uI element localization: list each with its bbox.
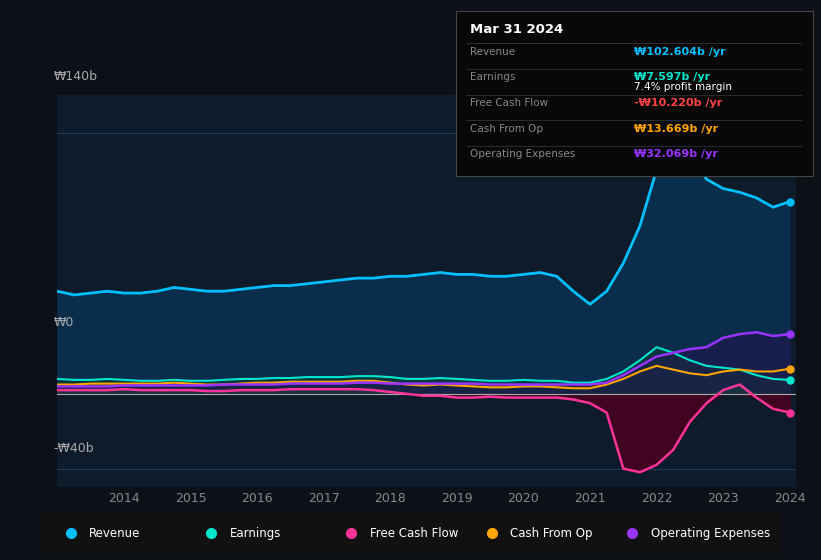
Text: Free Cash Flow: Free Cash Flow: [370, 527, 458, 540]
Text: ₩32.069b /yr: ₩32.069b /yr: [635, 149, 718, 159]
Text: ₩102.604b /yr: ₩102.604b /yr: [635, 46, 726, 57]
Text: Operating Expenses: Operating Expenses: [651, 527, 770, 540]
Text: -₩40b: -₩40b: [54, 441, 94, 455]
Text: Earnings: Earnings: [230, 527, 281, 540]
Text: Free Cash Flow: Free Cash Flow: [470, 98, 548, 108]
Text: Cash From Op: Cash From Op: [511, 527, 593, 540]
Text: Mar 31 2024: Mar 31 2024: [470, 23, 563, 36]
Text: ₩140b: ₩140b: [54, 71, 98, 83]
Text: 7.4% profit margin: 7.4% profit margin: [635, 82, 732, 92]
Text: ₩7.597b /yr: ₩7.597b /yr: [635, 72, 710, 82]
Text: Earnings: Earnings: [470, 72, 516, 82]
Text: Cash From Op: Cash From Op: [470, 124, 543, 133]
Text: Operating Expenses: Operating Expenses: [470, 149, 576, 159]
Text: ₩13.669b /yr: ₩13.669b /yr: [635, 124, 718, 133]
Text: Revenue: Revenue: [470, 46, 515, 57]
Text: ₩0: ₩0: [54, 316, 74, 329]
Text: -₩10.220b /yr: -₩10.220b /yr: [635, 98, 722, 108]
Text: Revenue: Revenue: [89, 527, 140, 540]
